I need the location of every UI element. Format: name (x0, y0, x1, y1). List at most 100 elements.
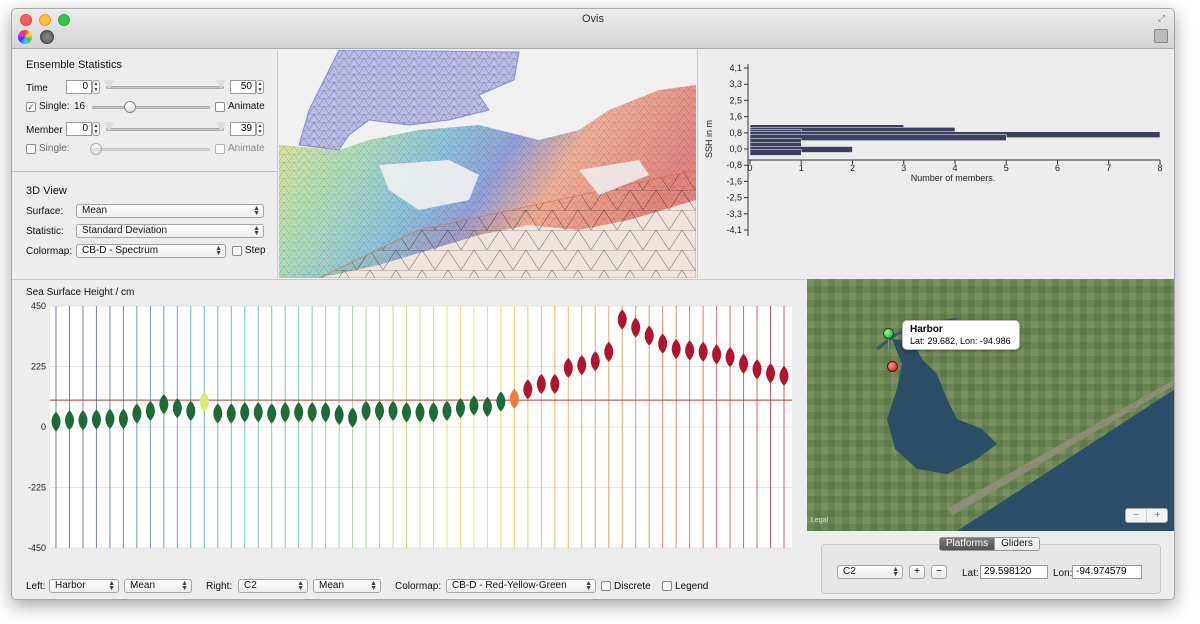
timeseries-violin (523, 379, 533, 400)
single-time-slider[interactable] (92, 106, 210, 109)
time-min-field[interactable]: 0 (66, 80, 92, 94)
right-stat-select[interactable]: Mean ▲ ▼ (313, 579, 381, 593)
timeseries-y-tick-label: 0 (41, 422, 46, 432)
discrete-checkbox[interactable] (601, 581, 611, 591)
platform-select-value: C2 (843, 566, 856, 577)
close-window-button[interactable] (20, 14, 32, 26)
member-min-stepper[interactable]: ▲ ▼ (92, 122, 100, 136)
platform-select[interactable]: C2 ▲ ▼ (837, 565, 903, 579)
panel-divider (12, 171, 278, 172)
green-pin-stem (888, 339, 889, 353)
map-view[interactable]: Harbor Lat: 29.682, Lon: -94.986 Legal −… (807, 279, 1174, 531)
single-member-thumb[interactable] (90, 143, 102, 155)
timeseries-violin (455, 398, 465, 419)
left-stat-select[interactable]: Mean ▲ ▼ (124, 579, 192, 593)
legend-checkbox[interactable] (662, 581, 672, 591)
timeseries-violin (509, 388, 519, 409)
member-min-handle[interactable] (104, 122, 114, 131)
ts-colormap-select[interactable]: CB-D - Red-Yellow-Green ▲ ▼ (446, 579, 596, 593)
member-range-slider[interactable] (106, 128, 224, 131)
single-time-thumb[interactable] (124, 101, 136, 113)
animate-time-checkbox[interactable] (215, 102, 225, 112)
harbor-popup-title: Harbor (910, 324, 943, 335)
member-max-handle[interactable] (216, 122, 226, 131)
select-arrow-icon: ▲ ▼ (253, 225, 260, 237)
printer-icon[interactable] (1154, 29, 1168, 43)
timeseries-title: Sea Surface Height / cm (26, 287, 135, 298)
single-time-label: Single: (39, 101, 70, 112)
red-pin-icon[interactable] (887, 361, 898, 372)
timeseries-violin (361, 400, 371, 421)
select-arrow-icon: ▲ ▼ (108, 580, 115, 592)
surface-select[interactable]: Mean ▲ ▼ (76, 204, 264, 218)
surface-label: Surface: (26, 206, 64, 217)
time-max-handle[interactable] (216, 80, 226, 89)
member-max-stepper[interactable]: ▲ ▼ (256, 122, 264, 136)
colormap-select[interactable]: CB-D - Spectrum ▲ ▼ (76, 244, 226, 258)
time-max-field[interactable]: 50 (230, 80, 256, 94)
member-max-field[interactable]: 39 (230, 122, 256, 136)
zoom-in-button[interactable]: + (1154, 510, 1161, 521)
timeseries-violin (698, 341, 708, 362)
time-max-stepper[interactable]: ▲ ▼ (256, 80, 264, 94)
mesh-3d-view[interactable] (279, 50, 696, 278)
right-stat-value: Mean (319, 580, 345, 591)
timeseries-violin (334, 404, 344, 425)
time-min-stepper[interactable]: ▲ ▼ (92, 80, 100, 94)
statistic-select[interactable]: Standard Deviation ▲ ▼ (76, 224, 264, 238)
timeseries-violin (267, 403, 277, 424)
timeseries-violin (172, 398, 182, 419)
single-member-slider[interactable] (92, 148, 210, 151)
step-checkbox[interactable] (232, 246, 242, 256)
single-member-checkbox[interactable] (26, 144, 36, 154)
animate-member-label: Animate (228, 143, 265, 154)
select-arrow-icon: ▲ ▼ (892, 566, 899, 578)
single-time-checkbox[interactable]: ✓ (26, 102, 36, 112)
zoom-window-button[interactable] (58, 14, 70, 26)
timeseries-violin (644, 325, 654, 346)
fullscreen-icon[interactable]: ⤢ (1158, 13, 1166, 23)
histogram-x-tick-label: 1 (799, 163, 804, 173)
remove-platform-button[interactable]: − (931, 565, 947, 579)
timeseries-violin (253, 402, 263, 423)
minimize-window-button[interactable] (39, 14, 51, 26)
mesh-gap-2 (579, 160, 649, 195)
time-range-slider[interactable] (106, 86, 224, 89)
timeseries-violin (604, 341, 614, 362)
timeseries-violin (739, 353, 749, 374)
step-label: Step (245, 245, 266, 256)
map-gulf (957, 389, 1174, 531)
map-legal-text[interactable]: Legal (811, 517, 829, 524)
histogram-y-tick-label: 4,1 (729, 63, 742, 73)
timeseries-violin (685, 340, 695, 361)
animate-member-checkbox[interactable] (215, 144, 225, 154)
timeseries-violin (118, 408, 128, 429)
timeseries-violin (482, 396, 492, 417)
timeseries-violin (159, 394, 169, 415)
left-station-select[interactable]: Harbor ▲ ▼ (49, 579, 119, 593)
timeseries-violin (213, 403, 223, 424)
histogram-x-tick-label: 2 (850, 163, 855, 173)
color-wheel-icon[interactable] (18, 30, 32, 44)
harbor-popup[interactable]: Harbor Lat: 29.682, Lon: -94.986 (902, 320, 1020, 350)
time-min-handle[interactable] (104, 80, 114, 89)
lon-field[interactable]: -94.974579 (1072, 565, 1142, 579)
gray-circle-icon[interactable] (40, 30, 54, 44)
select-arrow-icon: ▲ ▼ (370, 580, 377, 592)
tab-gliders[interactable]: Gliders (994, 537, 1040, 551)
zoom-out-button[interactable]: − (1126, 509, 1147, 522)
histogram-y-tick-label: -0,8 (726, 160, 742, 170)
member-min-field[interactable]: 0 (66, 122, 92, 136)
surface-select-value: Mean (82, 205, 108, 216)
right-station-select[interactable]: C2 ▲ ▼ (238, 579, 308, 593)
lon-label: Lon: (1053, 568, 1073, 579)
tab-platforms[interactable]: Platforms (939, 537, 995, 551)
green-pin-icon[interactable] (883, 328, 894, 339)
timeseries-violin (590, 351, 600, 372)
timeseries-violin (766, 363, 776, 384)
lat-field[interactable]: 29.598120 (980, 565, 1048, 579)
add-platform-button[interactable]: + (909, 565, 925, 579)
timeseries-violin (577, 355, 587, 376)
histogram-y-tick-label: -2,5 (726, 193, 742, 203)
lat-label: Lat: (962, 568, 979, 579)
